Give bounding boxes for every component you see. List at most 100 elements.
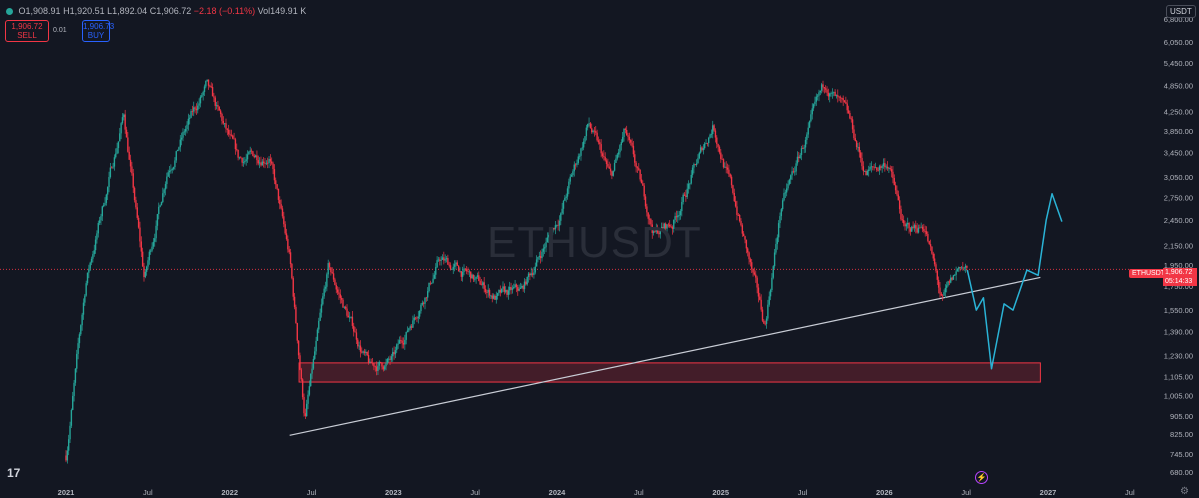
candle (526, 276, 528, 286)
candle (837, 89, 839, 103)
candle (441, 254, 444, 260)
candle (767, 299, 769, 321)
candle (381, 362, 383, 370)
candle (865, 169, 867, 176)
candle (624, 127, 627, 134)
candle (503, 283, 506, 295)
candle (589, 122, 592, 129)
candle (835, 94, 838, 99)
candle (584, 136, 586, 145)
candle (320, 298, 323, 318)
candle (941, 293, 944, 301)
sell-button[interactable]: 1,906.72 SELL (5, 20, 49, 42)
time-tick-label: 2026 (876, 488, 893, 497)
candle (627, 132, 629, 142)
candle (843, 100, 846, 103)
candle (375, 361, 378, 376)
candle (447, 254, 449, 265)
candle (915, 220, 917, 234)
candle (197, 101, 199, 114)
candle (829, 92, 831, 103)
price-tick-label: 3,050.00 (1164, 173, 1193, 182)
candle (72, 391, 74, 411)
candle (718, 145, 721, 155)
candle (265, 160, 268, 166)
candle (928, 240, 930, 245)
candle (276, 184, 278, 191)
low-value: L1,892.04 (107, 6, 148, 16)
candle (256, 150, 258, 166)
candle (480, 279, 483, 286)
candle (162, 187, 164, 204)
candle (120, 122, 122, 140)
candle (787, 180, 789, 191)
candle (82, 298, 85, 320)
candle (470, 271, 472, 283)
candle (135, 196, 137, 210)
currency-selector[interactable]: USDT (1166, 5, 1196, 18)
candle (378, 360, 380, 370)
candle (437, 256, 440, 262)
gear-icon[interactable]: ⚙ (1180, 486, 1189, 497)
candle (326, 272, 328, 292)
candle (765, 316, 768, 329)
candle (853, 125, 855, 141)
candle (238, 156, 241, 160)
candle (335, 282, 337, 294)
candle (585, 124, 588, 141)
candle (467, 267, 469, 275)
price-tick-label: 2,450.00 (1164, 216, 1193, 225)
candle (293, 292, 296, 310)
candle (502, 281, 504, 293)
close-value: C1,906.72 (149, 6, 192, 16)
tradingview-logo-icon[interactable]: 17 (7, 466, 21, 480)
candle (587, 123, 589, 131)
candle (846, 99, 848, 114)
candle (631, 138, 633, 148)
price-tick-label: 825.00 (1170, 430, 1193, 439)
candle (565, 193, 567, 203)
candle (675, 210, 678, 222)
candle (533, 267, 535, 279)
candle (605, 158, 608, 170)
candle (655, 223, 657, 235)
candle (199, 95, 202, 108)
candle (363, 348, 366, 356)
candle (776, 234, 778, 250)
time-axis[interactable]: 2021 Jul 2022 Jul 2023 Jul 2024 Jul 2025 Jul 2026 J… (58, 488, 1135, 497)
candle (578, 153, 581, 160)
candle (351, 310, 354, 329)
candle (839, 95, 842, 103)
candle (374, 365, 376, 372)
buy-button[interactable]: 1,906.73 BUY (82, 20, 114, 42)
candle (574, 163, 577, 170)
candle (522, 284, 524, 292)
candle (936, 269, 938, 285)
candle (534, 262, 536, 275)
candle (548, 232, 550, 244)
candle (81, 312, 83, 331)
time-tick-label: Jul (634, 488, 644, 497)
candle (253, 153, 255, 159)
candle (880, 164, 882, 171)
price-tick-label: 2,150.00 (1164, 242, 1193, 251)
time-tick-label: Jul (961, 488, 971, 497)
lightning-icon[interactable]: ⚡ (975, 471, 988, 484)
candle (713, 124, 715, 132)
candle (301, 378, 304, 400)
projection-path (966, 193, 1063, 370)
price-axis[interactable]: 680.00 745.00 825.00 905.00 1,005.00 1,105.00… (1164, 15, 1193, 477)
candle (67, 434, 70, 456)
price-tick-label: 5,450.00 (1164, 59, 1193, 68)
candle (457, 265, 460, 272)
candle (759, 292, 761, 301)
candle (582, 138, 585, 151)
candle (546, 232, 549, 243)
candle (272, 161, 274, 175)
candle (884, 158, 886, 172)
candle (541, 248, 543, 262)
candle (612, 170, 614, 177)
candle (311, 363, 313, 379)
candle (955, 266, 957, 281)
